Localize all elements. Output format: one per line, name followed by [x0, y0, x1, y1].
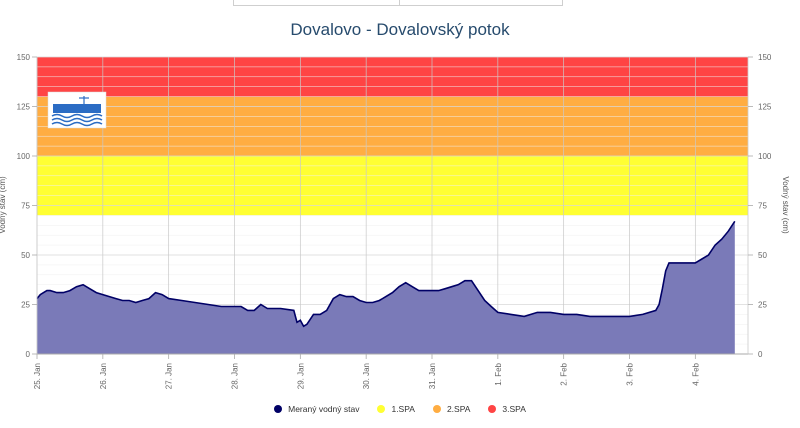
- y-tick-label-left: 0: [26, 350, 31, 359]
- x-tick-label: 25. Jan: [33, 363, 42, 389]
- axes: 0 0 25 25 50 50 75 75 100 100 125 125 150 150 25. Jan 2…: [0, 53, 790, 389]
- x-tick-label: 31. Jan: [428, 363, 437, 389]
- series-line: [36, 220, 736, 328]
- y-tick-label-right: 100: [758, 152, 772, 161]
- shmu-logo: [47, 91, 107, 129]
- y-tick-label-right: 125: [758, 103, 772, 112]
- y-tick-label-left: 50: [21, 251, 30, 260]
- x-tick-label: 1. Feb: [494, 362, 503, 385]
- y-tick-label-left: 75: [21, 202, 30, 211]
- legend-marker-icon: [274, 405, 283, 413]
- legend-label: 2.SPA: [446, 404, 471, 414]
- legend-label: Meraný vodný stav: [288, 404, 360, 414]
- y-tick-label-right: 25: [758, 301, 767, 310]
- legend-marker-icon: [432, 405, 441, 413]
- x-tick-label: 4. Feb: [691, 362, 700, 385]
- y-tick-label-right: 75: [758, 202, 767, 211]
- legend-marker-icon: [377, 405, 386, 413]
- x-tick-label: 3. Feb: [626, 362, 635, 385]
- top-control-box: [233, 0, 563, 6]
- y-tick-label-left: 100: [17, 152, 31, 161]
- series-area-fill: [37, 221, 735, 354]
- legend-item[interactable]: 3.SPA: [488, 404, 526, 414]
- legend-marker-icon: [488, 405, 497, 413]
- y-axis-title-right: Vodný stav (cm): [781, 176, 790, 234]
- legend: Meraný vodný stav 1.SPA 2.SPA 3.SPA: [0, 404, 800, 414]
- chart-title: Dovalovo - Dovalovský potok: [290, 20, 510, 39]
- x-tick-label: 28. Jan: [231, 363, 240, 389]
- y-axis-title-left: Vodný stav (cm): [0, 176, 7, 234]
- y-tick-label-right: 0: [758, 350, 763, 359]
- y-tick-label-left: 150: [17, 53, 31, 62]
- legend-label: 3.SPA: [502, 404, 526, 414]
- x-tick-label: 29. Jan: [296, 363, 305, 389]
- y-tick-label-right: 150: [758, 53, 772, 62]
- series-area: [36, 220, 736, 354]
- x-tick-label: 2. Feb: [560, 362, 569, 385]
- x-tick-label: 26. Jan: [99, 363, 108, 389]
- legend-label: 1.SPA: [391, 404, 415, 414]
- y-tick-label-left: 125: [17, 103, 31, 112]
- x-tick-label: 27. Jan: [165, 363, 174, 389]
- y-tick-label-right: 50: [758, 251, 767, 260]
- y-tick-label-left: 25: [21, 301, 30, 310]
- legend-item[interactable]: Meraný vodný stav: [274, 404, 359, 414]
- legend-item[interactable]: 1.SPA: [377, 404, 415, 414]
- legend-item[interactable]: 2.SPA: [432, 404, 471, 414]
- x-tick-label: 30. Jan: [362, 363, 371, 389]
